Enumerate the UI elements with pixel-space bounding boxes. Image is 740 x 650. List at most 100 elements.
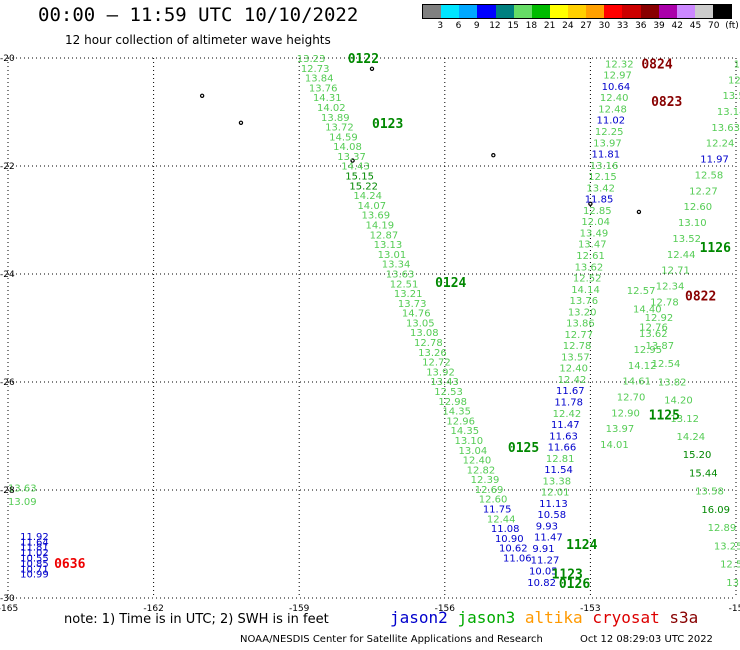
wave-height-label: 11.13: [539, 499, 568, 510]
wave-height-label: 16.09: [701, 505, 730, 516]
legend-label: 33: [616, 21, 629, 31]
wave-height-label: 11.97: [700, 155, 729, 166]
wave-height-label: 13.12: [670, 414, 699, 425]
pass-time-label: 0122: [348, 52, 379, 67]
legend-label: 6: [455, 21, 462, 31]
pass-time-label: 0123: [372, 117, 403, 132]
wave-height-label: 13.76: [570, 296, 599, 307]
wave-height-label: 12.78: [414, 338, 443, 349]
island-marker: [369, 66, 375, 72]
wave-height-label: 14.20: [664, 396, 693, 407]
wave-height-label: 13.89: [321, 113, 350, 124]
wave-height-label: 10.62: [499, 544, 528, 555]
legend-label: 39: [653, 21, 665, 31]
wave-height-label: 13.97: [593, 138, 622, 149]
wave-height-label: 13.14: [717, 107, 740, 118]
pass-time-label: 0125: [508, 441, 539, 456]
wave-height-label: 12.04: [581, 217, 610, 228]
legend-label: 15: [507, 21, 519, 31]
wave-height-label: 14.02: [317, 103, 346, 114]
legend-swatch: [713, 5, 732, 18]
footer-note: note: 1) Time is in UTC; 2) SWH is in fe…: [64, 612, 329, 627]
legend-swatch: [568, 5, 587, 18]
wave-height-label: 12.78: [650, 297, 679, 308]
axis-labels: -165 -162 -159 -156 -153 -15 -20 -22 -24 -26 -28 -3…: [0, 54, 740, 614]
wave-height-label: 14.07: [357, 201, 386, 212]
wave-height-label: 12.25: [595, 127, 624, 138]
wave-height-label: 11.63: [549, 431, 578, 442]
wave-height-label: 12.60: [479, 495, 508, 506]
legend-swatch: [586, 5, 605, 18]
wave-height-label: 14.59: [329, 132, 358, 143]
legend-swatch: [658, 5, 677, 18]
wave-height-label: 9.91: [532, 544, 554, 555]
wave-height-label: 11.08: [491, 524, 520, 535]
wave-height-label: 12.42: [558, 375, 587, 386]
y-tick-label: -30: [0, 594, 15, 604]
wave-height-label: 12.70: [617, 393, 646, 404]
wave-height-label: 11.85: [585, 195, 614, 206]
wave-height-label: 13.21: [394, 289, 423, 300]
wave-height-label: 12.44: [667, 250, 696, 261]
legend-swatch: [477, 5, 496, 18]
island-marker: [636, 209, 642, 215]
wave-height-label: 11.78: [554, 397, 583, 408]
wave-height-label: 13.72: [325, 123, 354, 134]
legend-swatch: [604, 5, 623, 18]
wave-height-label: 14.31: [313, 93, 342, 104]
wave-height-label: 12.42: [553, 409, 582, 420]
wave-height-label: 11.47: [551, 420, 580, 431]
wave-height-label: 11.81: [591, 150, 620, 161]
legend-label: 70: [708, 21, 720, 31]
legend-label: 36: [635, 21, 647, 31]
wave-height-label: 14.35: [450, 426, 479, 437]
wave-height-label: 11.02: [20, 548, 49, 559]
wave-height-label: 11.64: [20, 537, 49, 548]
wave-height-label: 13.63: [711, 123, 740, 134]
wave-height-label: 14.24: [677, 432, 706, 443]
wave-height-label: 11.27: [531, 555, 560, 566]
wave-height-label: 13.42: [586, 183, 615, 194]
wave-height-label: 14.24: [353, 191, 382, 202]
satellite-legend-item: s3a: [669, 608, 699, 627]
wave-height-label: 9.93: [536, 521, 558, 532]
wave-height-label: 14.76: [402, 309, 431, 320]
wave-height-label: 13.10: [455, 436, 484, 447]
wave-height-label: 14.43: [341, 162, 370, 173]
wave-height-label: 12.53: [434, 387, 463, 398]
wave-height-label: 12.40: [559, 364, 588, 375]
wave-height-label: 14.35: [442, 407, 471, 418]
wave-height-label: 10.55: [20, 554, 49, 565]
wave-height-label: 14.40: [633, 304, 662, 315]
wave-height-label: 12.81: [546, 454, 575, 465]
legend-label: 3: [437, 21, 444, 31]
wave-height-label: 13.01: [378, 250, 407, 261]
wave-height-label: 14.08: [333, 142, 362, 153]
wave-height-label: 11.02: [597, 116, 626, 127]
wave-height-label: 13.73: [398, 299, 427, 310]
wave-height-label: 13.69: [361, 211, 390, 222]
wave-height-label: 12.01: [541, 488, 570, 499]
legend-swatch: [423, 5, 442, 18]
legend-label: 42: [671, 21, 684, 31]
wave-height-label: 12.97: [603, 71, 632, 82]
wave-height-label: 12.96: [446, 416, 475, 427]
x-tick-label: -165: [0, 604, 18, 614]
legend-color-bar: [422, 4, 732, 19]
pass-time-label: 1124: [566, 538, 597, 553]
satellite-legend: jason2 jason3 altika cryosat s3a: [390, 608, 698, 627]
wave-height-label: 13.13: [374, 240, 403, 251]
wave-height-label: 10.90: [495, 534, 524, 545]
y-tick-label: -28: [0, 486, 15, 496]
legend-swatch: [676, 5, 695, 18]
satellite-legend-item: altika: [524, 608, 593, 627]
wave-height-label: 10.85: [20, 559, 49, 570]
satellite-legend-item: jason2: [390, 608, 458, 627]
island-marker: [588, 201, 593, 206]
wave-height-label: 13.82: [658, 377, 687, 388]
wave-height-label: 13.86: [566, 319, 595, 330]
legend-swatch: [513, 5, 532, 18]
island-marker: [238, 120, 244, 126]
chart-subtitle: 12 hour collection of altimeter wave hei…: [65, 33, 331, 47]
wave-height-label: 11.47: [534, 533, 563, 544]
